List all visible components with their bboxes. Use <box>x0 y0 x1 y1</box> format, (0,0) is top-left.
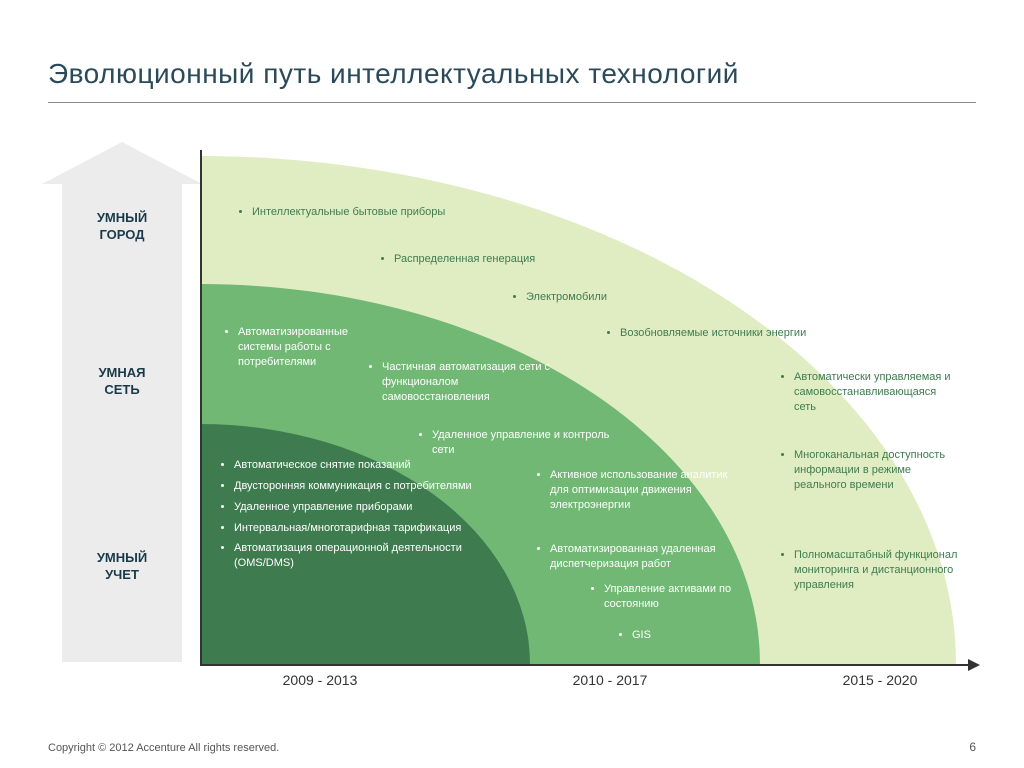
bullet-item: Двусторонняя коммуникация с потребителям… <box>234 479 520 494</box>
bullet-item: Возобновляемые источники энергии <box>620 326 826 341</box>
bullet-block: Электромобили <box>512 290 712 311</box>
bullet-block: Управление активами по состоянию <box>590 582 770 618</box>
bullet-item: Удаленное управление приборами <box>234 500 520 515</box>
bullet-item: Управление активами по состоянию <box>604 582 770 612</box>
arrow-head <box>42 142 202 184</box>
x-tick-label: 2009 - 2013 <box>260 672 380 688</box>
page-number: 6 <box>969 740 976 754</box>
bullet-item: Автоматизированные системы работы с потр… <box>238 325 384 370</box>
bullet-block: Многоканальная доступность информации в … <box>780 448 960 499</box>
bullet-item: Активное использование аналитик для опти… <box>550 468 746 513</box>
bullet-item: Автоматическое снятие показаний <box>234 458 520 473</box>
arrow-label-city: УМНЫЙГОРОД <box>62 210 182 244</box>
x-tick-label: 2015 - 2020 <box>820 672 940 688</box>
bullet-item: Частичная автоматизация сети с функциона… <box>382 360 558 405</box>
bullet-block: Автоматическое снятие показаний Двусторон… <box>220 458 520 577</box>
bullet-item: Полномасштабный функционал мониторинга и… <box>794 548 960 593</box>
bullet-item: Автоматически управляемая и самовосстана… <box>794 370 960 415</box>
bullet-item: Интеллектуальные бытовые приборы <box>252 205 458 220</box>
vertical-arrow <box>62 182 182 662</box>
bullet-block: Распределенная генерация <box>380 252 640 273</box>
arrow-label-grid: УМНАЯСЕТЬ <box>62 365 182 399</box>
arrow-label-meter: УМНЫЙУЧЕТ <box>62 550 182 584</box>
bullet-block: Автоматизированные системы работы с потр… <box>224 325 384 376</box>
bullet-item: Электромобили <box>526 290 712 305</box>
y-axis <box>200 150 202 666</box>
bullet-item: Удаленное управление и контроль сети <box>432 428 628 458</box>
bullet-item: Распределенная генерация <box>394 252 640 267</box>
bullet-item: GIS <box>632 628 698 643</box>
bullet-item: Многоканальная доступность информации в … <box>794 448 960 493</box>
bullet-block: Автоматически управляемая и самовосстана… <box>780 370 960 421</box>
bullet-block: GIS <box>618 628 698 649</box>
page-title: Эволюционный путь интеллектуальных техно… <box>48 58 739 90</box>
title-divider <box>48 102 976 103</box>
x-axis <box>200 664 970 666</box>
bullet-item: Интервальная/многотарифная тарификация <box>234 521 520 536</box>
bullet-block: Возобновляемые источники энергии <box>606 326 826 347</box>
bullet-block: Автоматизированная удаленная диспетчериз… <box>536 542 756 578</box>
bullet-block: Частичная автоматизация сети с функциона… <box>368 360 558 411</box>
bullet-item: Автоматизированная удаленная диспетчериз… <box>550 542 756 572</box>
bullet-block: Полномасштабный функционал мониторинга и… <box>780 548 960 599</box>
x-tick-label: 2010 - 2017 <box>550 672 670 688</box>
evolution-chart: 2009 - 20132010 - 20172015 - 2020 Интелл… <box>200 150 970 666</box>
bullet-item: Автоматизация операционной деятельности … <box>234 541 520 571</box>
bullet-block: Интеллектуальные бытовые приборы <box>238 205 458 226</box>
copyright-text: Copyright © 2012 Accenture All rights re… <box>48 742 279 754</box>
bullet-block: Активное использование аналитик для опти… <box>536 468 746 519</box>
